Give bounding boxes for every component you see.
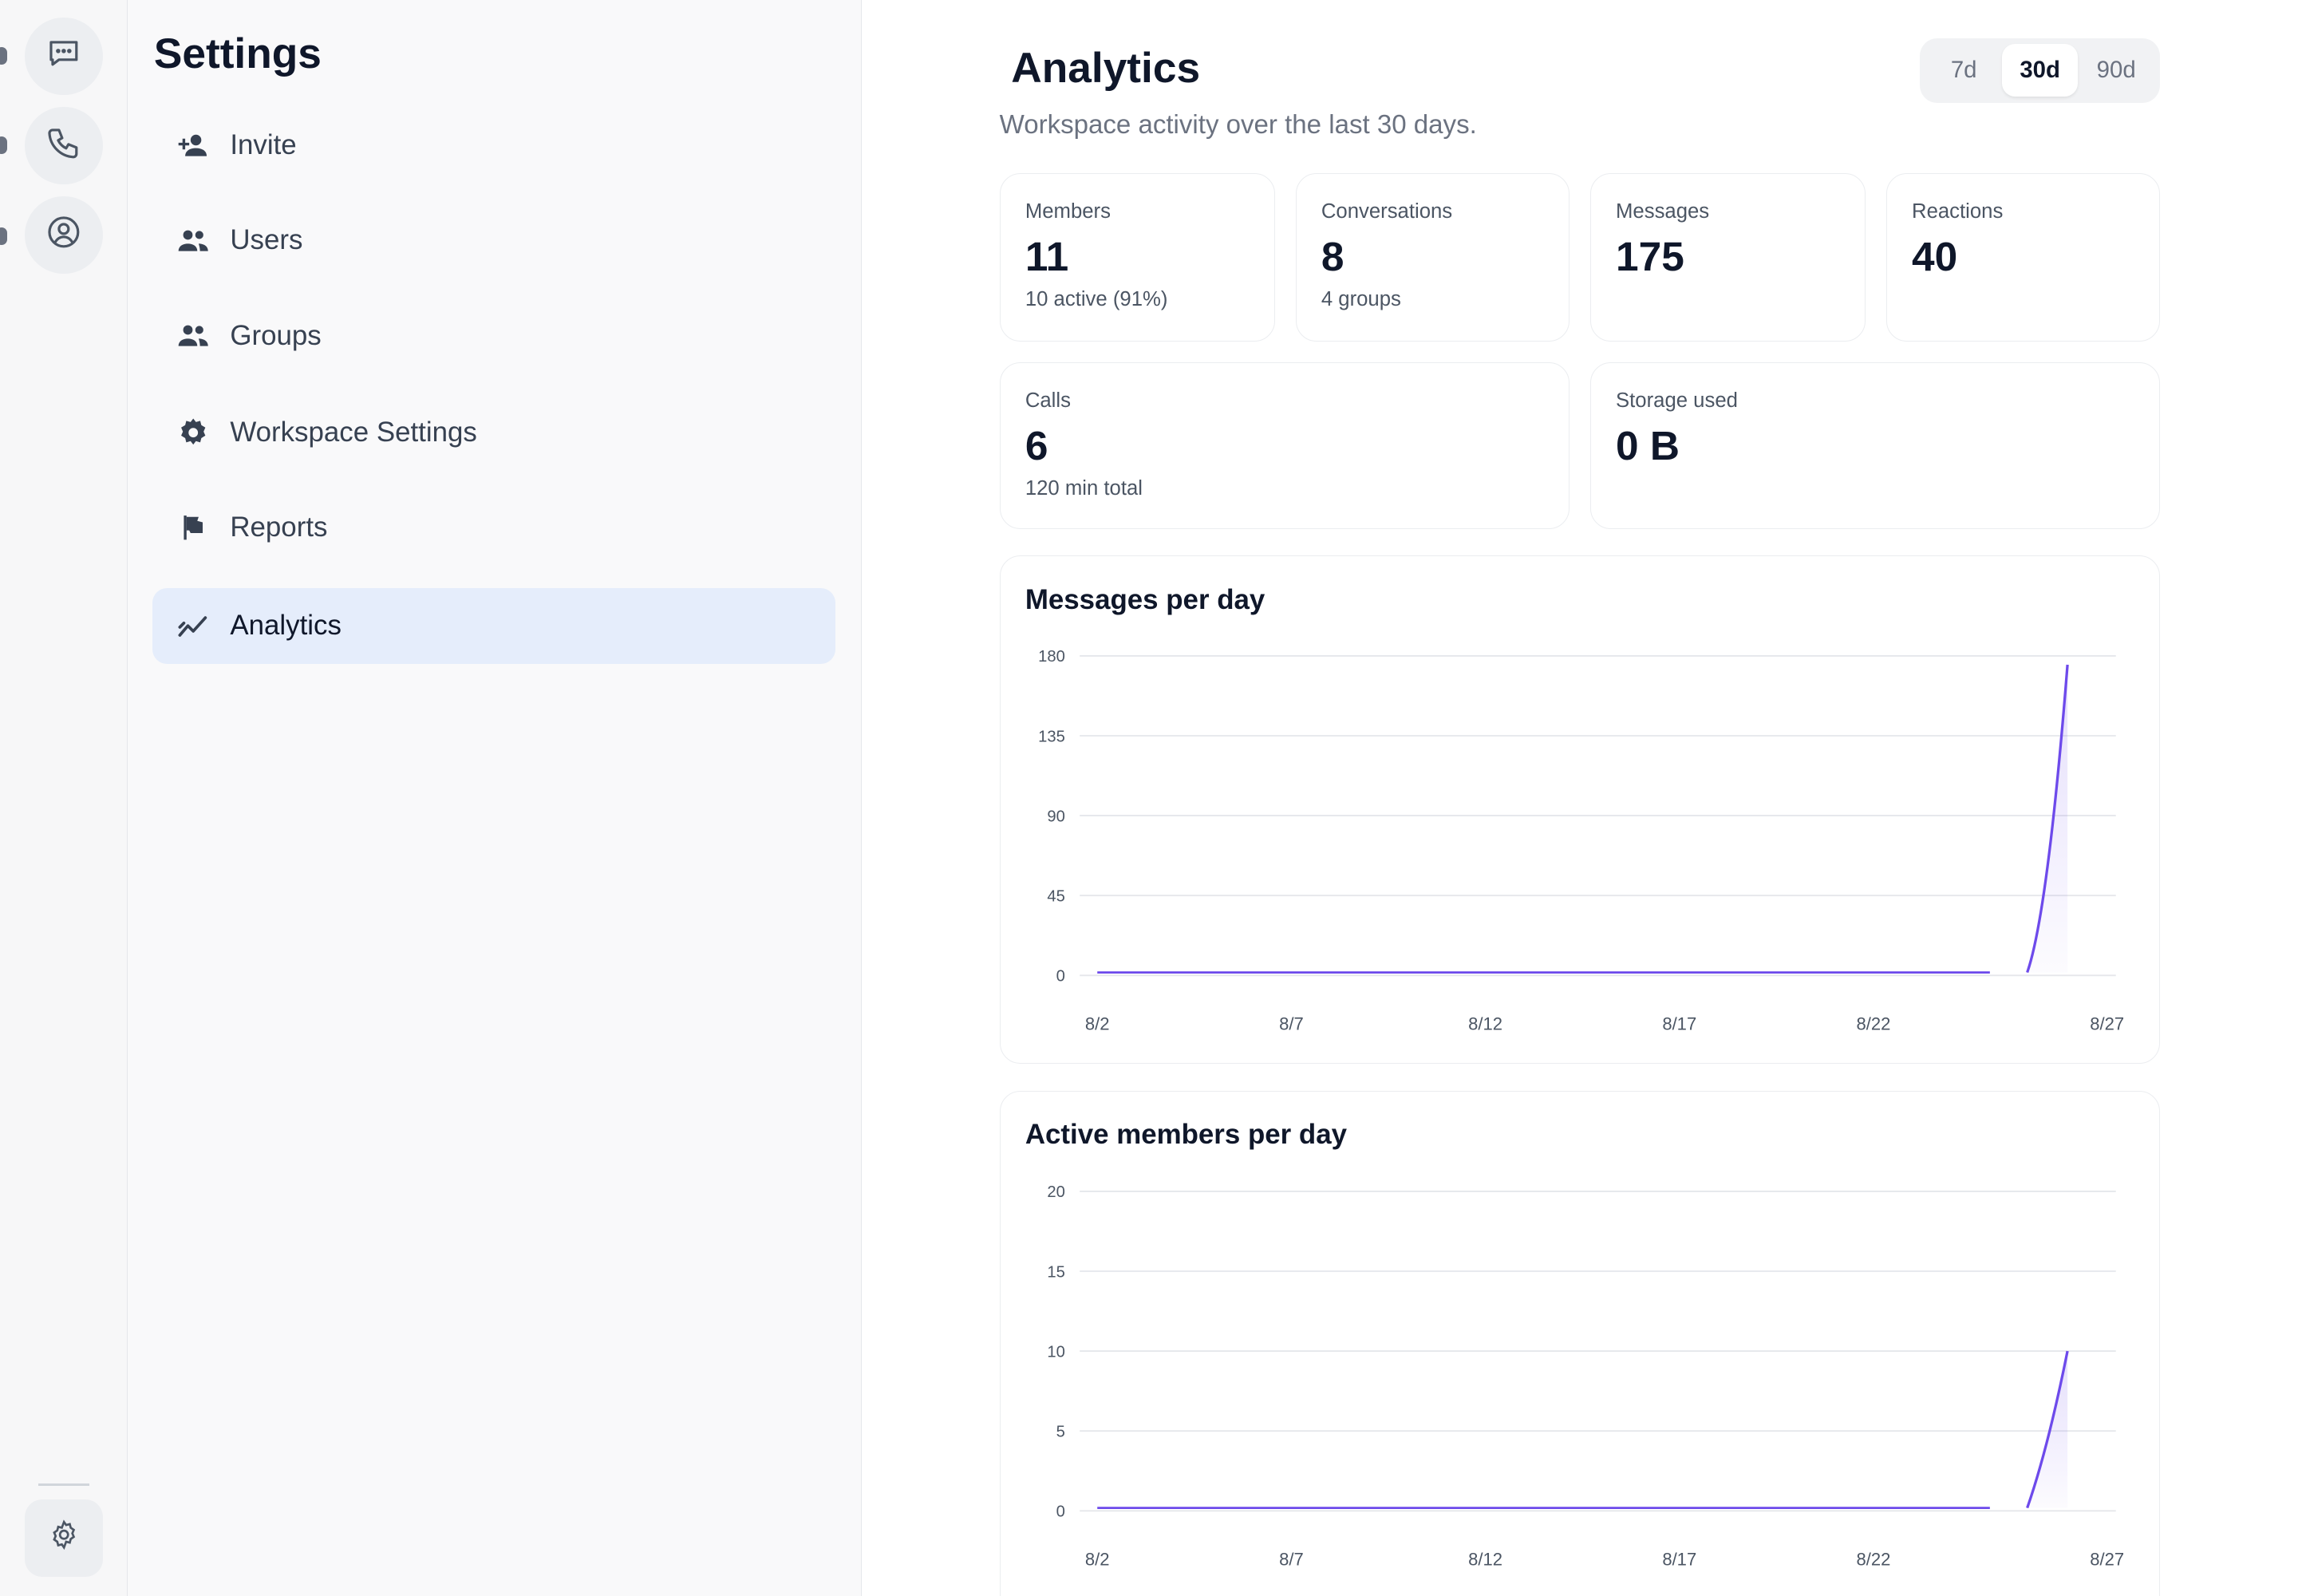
stat-value: 40 [1912,233,1958,280]
gear-icon [48,1519,80,1557]
stat-value: 0 B [1616,422,1680,469]
x-tick-label: 8/7 [1279,1013,1304,1033]
x-tick-label: 8/22 [1856,1013,1890,1033]
y-tick-label: 0 [1056,1503,1064,1520]
y-tick-label: 15 [1047,1263,1064,1281]
rail-indicator [0,227,8,245]
x-tick-label: 8/7 [1279,1549,1304,1569]
y-tick-label: 90 [1047,808,1064,826]
y-tick-label: 5 [1056,1423,1064,1440]
stat-card-members: Members 11 10 active (91%) [999,172,1275,342]
range-option-30d[interactable]: 30d [2001,44,2079,97]
stat-label: Calls [1025,389,1071,412]
nav-item-groups[interactable]: Groups [152,298,835,374]
series-spike [2025,664,2069,974]
stat-label: Members [1025,200,1111,223]
x-tick-label: 8/22 [1856,1549,1890,1569]
chat-button[interactable] [25,18,103,96]
nav-item-reports[interactable]: Reports [152,489,835,566]
nav-label: Users [230,224,303,256]
page-subtitle: Workspace activity over the last 30 days… [999,109,1477,140]
range-option-90d[interactable]: 90d [2096,57,2136,84]
stat-label: Messages [1616,200,1710,223]
series-area [2027,1350,2067,1508]
rail-indicator [0,136,8,154]
y-tick-label: 135 [1038,728,1065,745]
gear-icon [177,417,209,448]
range-option-7d[interactable]: 7d [1950,57,1977,84]
x-tick-label: 8/12 [1468,1013,1502,1033]
chat-icon [45,34,83,79]
calls-button[interactable] [25,107,103,185]
y-tick-label: 10 [1047,1343,1064,1361]
stat-sub: 120 min total [1025,476,1143,500]
series-spike [2025,1350,2069,1508]
stat-card-calls: Calls 6 120 min total [999,361,1570,530]
rail-divider [38,1483,90,1487]
icon-rail [0,0,128,1596]
analytics-icon [177,610,209,642]
y-tick-label: 180 [1038,648,1065,666]
x-tick-label: 8/27 [2090,1549,2124,1569]
nav-label: Analytics [230,610,342,642]
settings-panel: Settings Invite Users Groups Workspace S… [127,0,862,1596]
active-members-chart: 0 5 10 15 20 8/2 8/7 8/12 8/17 8/22 8/27 [1047,1183,2124,1569]
y-tick-label: 0 [1056,968,1064,986]
stat-value: 11 [1025,233,1069,280]
y-tick-label: 45 [1047,888,1064,906]
users-icon [177,224,209,256]
stat-card-storage: Storage used 0 B [1589,361,2161,530]
y-tick-label: 20 [1047,1183,1064,1201]
user-plus-icon [177,129,209,161]
x-tick-label: 8/27 [2090,1013,2124,1033]
flag-icon [177,512,209,543]
chart-title: Active members per day [1025,1119,1348,1151]
nav-item-invite[interactable]: Invite [152,107,835,184]
nav-label: Reports [230,512,328,543]
stat-value: 6 [1025,422,1048,469]
user-circle-icon [45,213,83,258]
messages-chart: 0 45 90 135 180 8/2 8/7 8/12 8/17 8/22 8/27 [1038,648,2124,1033]
nav-item-users[interactable]: Users [152,202,835,279]
x-tick-label: 8/12 [1468,1549,1502,1569]
profile-button[interactable] [25,196,103,275]
stat-label: Conversations [1321,200,1453,223]
nav-item-analytics[interactable]: Analytics [152,587,835,665]
settings-button[interactable] [25,1499,103,1578]
stat-value: 175 [1616,233,1684,280]
x-tick-label: 8/17 [1662,1549,1696,1569]
nav-label: Workspace Settings [230,416,477,448]
x-tick-label: 8/2 [1085,1549,1110,1569]
nav-label: Groups [230,319,322,351]
stat-sub: 10 active (91%) [1025,287,1168,310]
phone-icon [45,124,83,168]
series-area [2027,665,2067,973]
stat-card-reactions: Reactions 40 [1885,172,2161,342]
nav-label: Invite [230,128,297,160]
page-title: Analytics [1011,45,1201,93]
range-selector: 7d 30d 90d [1920,38,2161,103]
stat-sub: 4 groups [1321,287,1401,310]
chart-title: Messages per day [1025,583,1265,615]
stat-card-conversations: Conversations 8 4 groups [1295,172,1570,342]
stat-label: Reactions [1912,200,2004,223]
settings-title: Settings [153,30,322,77]
x-tick-label: 8/17 [1662,1013,1696,1033]
rail-indicator [0,46,8,65]
stat-label: Storage used [1616,389,1738,412]
groups-icon [177,319,209,351]
chart-card-messages: Messages per day 0 45 90 135 180 8/2 8/7 8/12 8/… [999,555,2161,1065]
stat-card-messages: Messages 175 [1589,172,1866,342]
analytics-main: Analytics Workspace activity over the la… [861,0,2298,1596]
nav-item-workspace-settings[interactable]: Workspace Settings [152,394,835,471]
x-tick-label: 8/2 [1085,1013,1110,1033]
chart-card-active-members: Active members per day 0 5 10 15 20 8/2 8/7 8/1… [999,1090,2161,1596]
stat-value: 8 [1321,233,1344,280]
